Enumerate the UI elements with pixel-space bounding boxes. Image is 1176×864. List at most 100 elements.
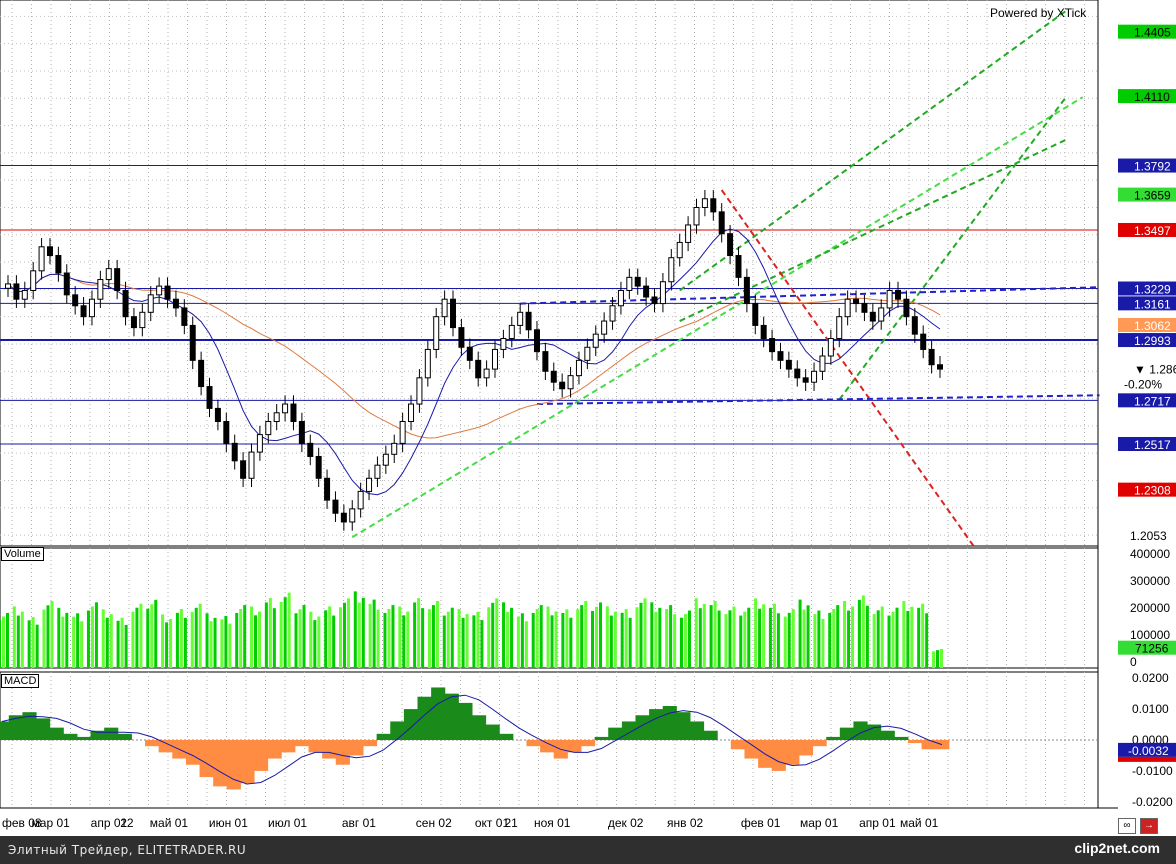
macd-bar — [444, 693, 459, 740]
trend-line-upper-blue — [520, 286, 1100, 305]
volume-bar — [936, 650, 939, 668]
candle — [80, 305, 87, 318]
macd-bar — [730, 740, 745, 750]
volume-bar — [524, 621, 528, 668]
volume-bar — [317, 616, 321, 668]
volume-bar — [476, 611, 480, 668]
candle — [760, 324, 767, 340]
volume-bar — [146, 608, 150, 668]
x-tick-label: 22 — [120, 816, 134, 830]
price-tag — [1118, 393, 1176, 408]
volume-bar — [205, 613, 209, 668]
link-icon[interactable]: ∞ — [1118, 818, 1136, 834]
x-tick-label: апр 01 — [91, 816, 128, 830]
volume-bar — [313, 620, 317, 668]
x-tick-label: авг 01 — [342, 816, 376, 830]
candle — [651, 296, 658, 305]
volume-bar — [450, 607, 454, 668]
volume-bar — [268, 598, 272, 668]
volume-bar — [861, 595, 865, 668]
volume-bar — [605, 606, 609, 668]
volume-bar — [80, 621, 84, 668]
macd-bar — [499, 733, 514, 740]
volume-bar — [772, 603, 776, 668]
candle — [172, 298, 179, 309]
candle — [743, 276, 750, 305]
volume-bar — [0, 620, 1, 668]
volume-bar — [787, 612, 791, 668]
volume-bar — [76, 613, 80, 668]
volume-bar — [287, 592, 291, 668]
volume-bar — [806, 605, 810, 668]
x-tick-label: 21 — [504, 816, 518, 830]
candle — [366, 477, 373, 492]
macd-bar — [240, 740, 255, 784]
candle — [198, 359, 205, 388]
volume-bar — [917, 607, 921, 668]
footer: Элитный Трейдер, ELITETRADER.RU clip2net… — [0, 836, 1176, 864]
candle — [533, 329, 540, 353]
x-tick-label: мар 01 — [32, 816, 71, 830]
price-tag-label: 1.2717 — [1134, 394, 1171, 408]
macd-bar — [472, 715, 487, 740]
price-bottom-label: 1.2053 — [1130, 529, 1167, 543]
candle — [525, 311, 532, 331]
candle — [458, 327, 465, 348]
candle — [139, 311, 146, 329]
candle — [147, 294, 154, 313]
price-chart[interactable]: 1.4405 1.4110 1.3792 1.3659 1.3497 1.32291.31… — [0, 0, 1176, 836]
candle — [408, 403, 415, 423]
volume-bar — [902, 601, 906, 668]
macd-bar — [363, 740, 378, 747]
volume-bar — [50, 601, 54, 668]
candle — [324, 477, 331, 501]
volume-bar — [465, 614, 469, 668]
volume-bar — [427, 609, 431, 668]
candle — [886, 289, 893, 309]
macd-bar — [117, 733, 132, 740]
macd-bar — [703, 730, 718, 740]
volume-bar — [743, 611, 747, 668]
macd-bar — [594, 736, 609, 740]
volume-bar — [851, 606, 855, 668]
candle — [424, 348, 431, 379]
volume-bar — [531, 612, 535, 668]
volume-bar — [906, 611, 910, 668]
candle — [559, 381, 566, 390]
volume-bar — [739, 615, 743, 668]
x-tick-label: ноя 01 — [534, 816, 571, 830]
price-tag — [1118, 437, 1176, 452]
candle — [626, 276, 633, 291]
macd-bar — [839, 727, 854, 740]
volume-bar — [272, 608, 276, 668]
candle — [517, 311, 524, 326]
volume-bar — [31, 617, 35, 668]
candle — [206, 386, 213, 409]
watermark: Powered by XTick — [990, 6, 1087, 20]
candle — [21, 289, 28, 300]
candle — [827, 338, 834, 357]
volume-bar — [624, 609, 628, 668]
volume-bar — [250, 606, 254, 668]
price-tag-label: 1.2517 — [1134, 438, 1171, 452]
volume-bar — [609, 615, 613, 668]
volume-tick: 400000 — [1130, 547, 1170, 561]
candle — [46, 246, 53, 257]
volume-bar — [131, 611, 135, 668]
change-label: -0.20% — [1124, 377, 1162, 391]
macd-bar — [281, 740, 296, 753]
price-tag — [1118, 222, 1176, 237]
macd-bar — [308, 740, 323, 753]
candle — [332, 499, 339, 514]
candle — [567, 375, 574, 390]
x-tick-label: мар 01 — [800, 816, 839, 830]
x-tick-label: дек 02 — [608, 816, 644, 830]
macd-panel-label: MACD — [1, 674, 40, 688]
macd-bar — [649, 709, 664, 740]
price-tag-label: 1.4405 — [1134, 26, 1171, 40]
candle — [273, 412, 280, 423]
volume-bar — [817, 610, 821, 668]
macd-bar — [744, 740, 759, 759]
exit-icon[interactable]: → — [1140, 818, 1158, 834]
candle — [550, 370, 557, 383]
